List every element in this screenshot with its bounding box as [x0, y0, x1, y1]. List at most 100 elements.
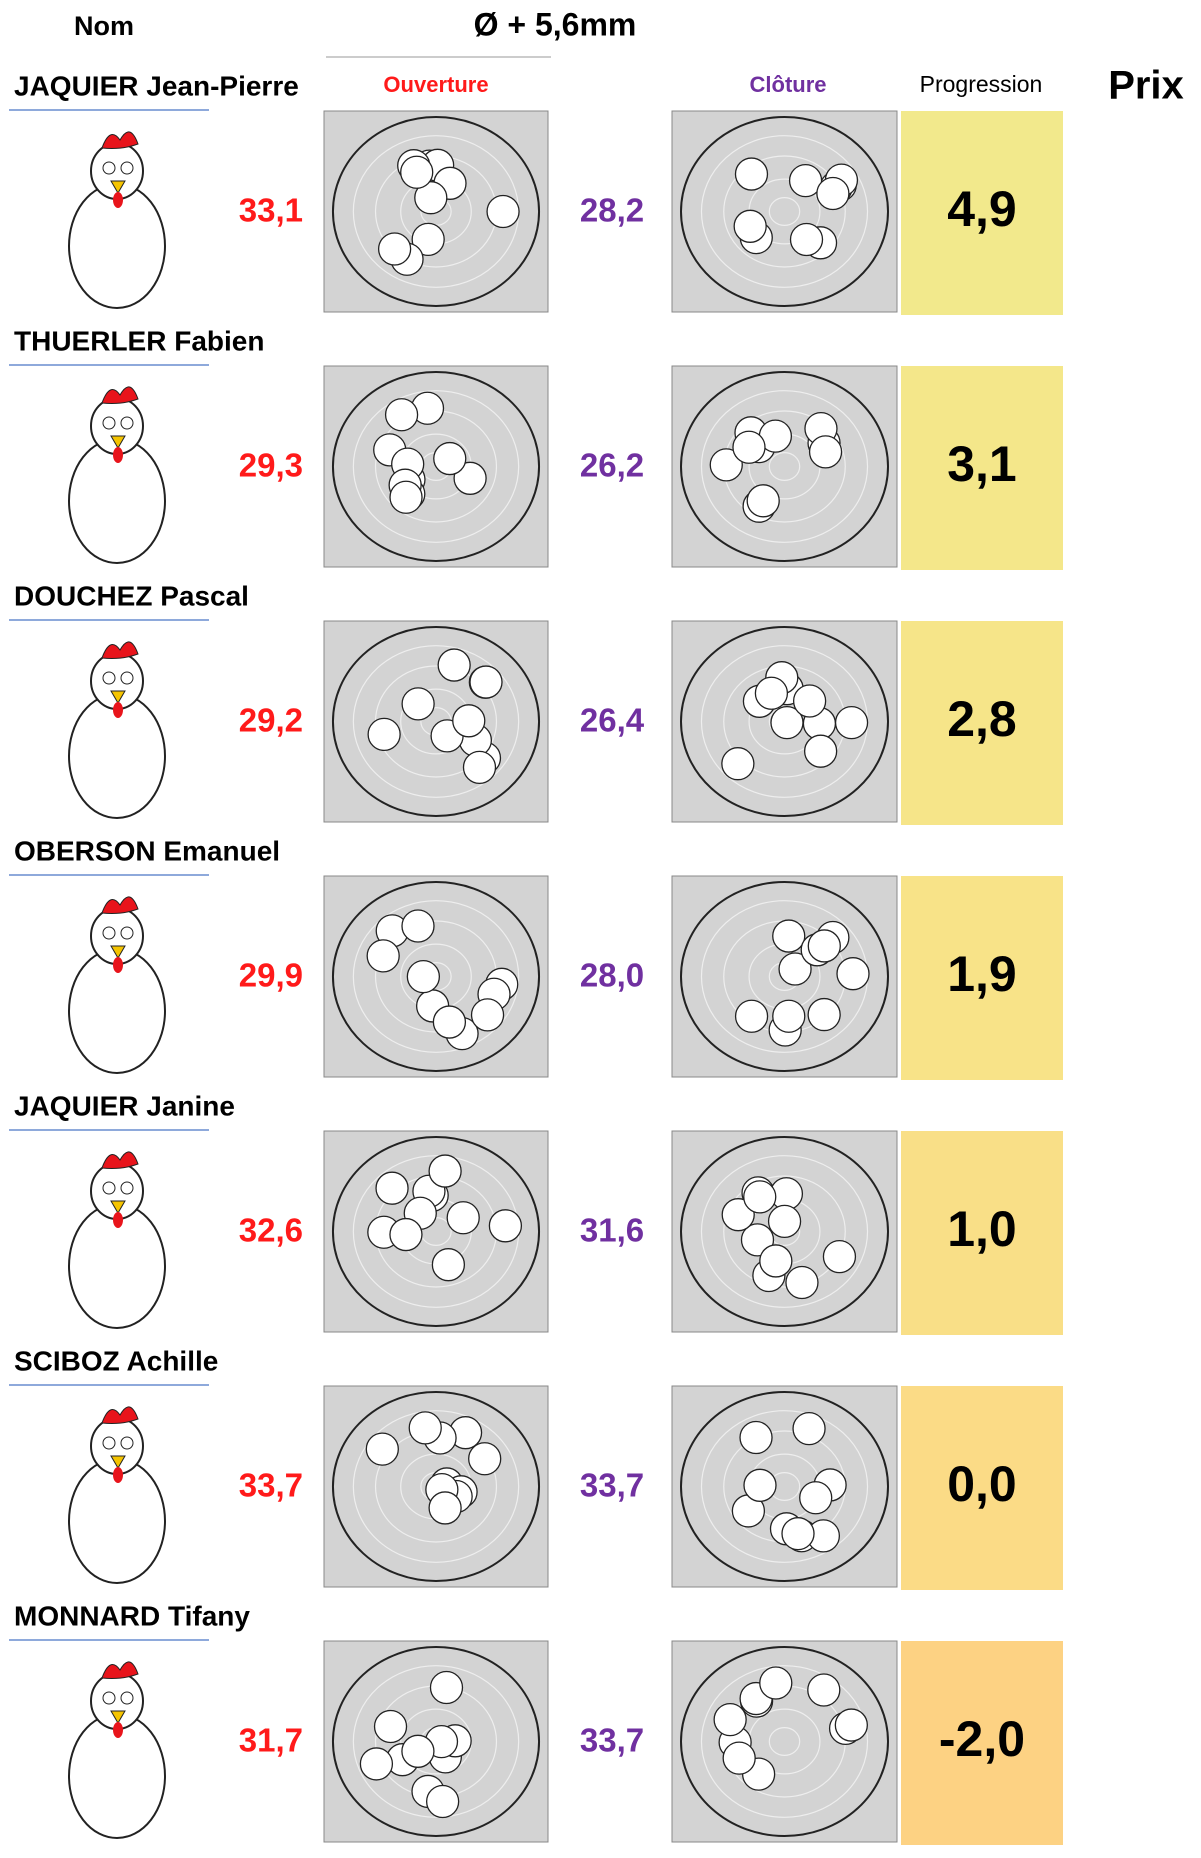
avatar-comb	[101, 1151, 139, 1169]
target-outline	[331, 116, 541, 307]
closing-value: 26,4	[580, 702, 645, 739]
progression-value: 4,9	[947, 181, 1017, 237]
avatar-eye	[102, 926, 116, 940]
shot-hole	[734, 157, 769, 191]
header-prize: Prix	[1108, 64, 1184, 108]
progression-value: -2,0	[939, 1711, 1025, 1767]
progression-box	[901, 1386, 1063, 1590]
progression-value: 3,1	[947, 436, 1017, 492]
shot-hole	[470, 998, 505, 1032]
target-ring	[352, 900, 520, 1053]
progression-box	[901, 621, 1063, 825]
shot-hole	[446, 1201, 480, 1235]
avatar-wattle	[113, 1467, 123, 1483]
shot-hole	[408, 1411, 442, 1445]
shot-hole	[789, 222, 824, 257]
target-outline	[331, 881, 541, 1072]
shot-hole	[743, 1180, 777, 1214]
closing-value: 31,6	[580, 1212, 644, 1249]
shot-hole	[803, 734, 838, 768]
shot-hole	[767, 1204, 802, 1239]
shot-hole	[799, 1481, 833, 1515]
avatar-eye	[120, 1436, 134, 1450]
participant-name: DOUCHEZ Pascal	[14, 580, 249, 611]
avatar-beak	[110, 1710, 126, 1724]
shot-hole	[816, 176, 850, 211]
target-ring	[768, 197, 801, 226]
closing-value: 26,2	[580, 447, 644, 484]
shot-hole	[746, 484, 780, 518]
avatar-comb	[101, 386, 139, 404]
avatar-wattle	[113, 957, 123, 973]
participant-name: JAQUIER Janine	[14, 1090, 235, 1121]
shot-hole	[807, 997, 841, 1032]
shot-hole	[401, 909, 435, 943]
shot-hole	[486, 194, 520, 229]
target-outline	[680, 371, 889, 562]
shot-hole	[733, 209, 767, 243]
avatar-beak	[110, 1200, 126, 1214]
target	[323, 365, 549, 568]
opening-value: 29,2	[239, 702, 303, 739]
opening-value: 33,7	[239, 1467, 303, 1504]
target	[323, 110, 549, 313]
shot-hole	[401, 1734, 435, 1768]
target	[671, 875, 898, 1078]
shot-hole	[367, 717, 401, 752]
opening-value: 32,6	[239, 1212, 303, 1249]
target-ring	[768, 452, 801, 481]
target	[323, 875, 549, 1078]
shot-hole	[770, 705, 804, 740]
shot-hole	[366, 939, 400, 973]
target-outline	[680, 1136, 889, 1327]
target-card	[671, 365, 898, 568]
target-ring	[352, 1410, 520, 1563]
shot-hole	[429, 1670, 464, 1705]
header-progression: Progression	[920, 71, 1043, 97]
target-outline	[680, 626, 889, 817]
shot-hole	[754, 676, 789, 710]
header-diameter: Ø + 5,6mm	[474, 6, 637, 42]
shot-hole	[406, 959, 441, 994]
shot-hole	[836, 957, 870, 991]
shot-hole	[709, 448, 743, 482]
opening-value: 29,9	[239, 957, 303, 994]
target-outline	[331, 1136, 541, 1327]
target-ring	[700, 390, 869, 543]
avatar-eye	[120, 1181, 134, 1195]
progression-value: 1,0	[947, 1201, 1017, 1257]
closing-value: 28,2	[580, 192, 644, 229]
shot-hole	[732, 430, 766, 464]
avatar-eye	[102, 416, 116, 430]
shot-hole	[807, 1673, 841, 1707]
avatar-wattle	[113, 447, 123, 463]
shot-hole	[743, 1468, 777, 1502]
avatar-eye	[120, 671, 134, 685]
shot-hole	[377, 232, 412, 266]
closing-value: 33,7	[580, 1467, 644, 1504]
avatar-eye	[102, 1691, 116, 1705]
shot-hole	[414, 181, 448, 215]
avatar-wattle	[113, 1722, 123, 1738]
participant-name: OBERSON Emanuel	[14, 835, 280, 866]
header-opening: Ouverture	[383, 72, 488, 97]
shot-hole	[792, 684, 827, 718]
target-ring	[352, 645, 520, 798]
shot-hole	[469, 665, 503, 699]
target-card	[671, 1385, 898, 1588]
avatar-eye	[120, 1691, 134, 1705]
avatar-eye	[102, 161, 116, 175]
avatar	[68, 386, 166, 564]
shot-hole	[807, 929, 841, 963]
avatar-comb	[101, 131, 139, 149]
target-outline	[331, 1646, 541, 1837]
target	[671, 1640, 898, 1843]
progression-value: 0,0	[947, 1456, 1017, 1512]
participant-name: MONNARD Tifany	[14, 1600, 250, 1631]
closing-value: 28,0	[580, 957, 644, 994]
shot-hole	[788, 163, 823, 198]
avatar-eye	[102, 671, 116, 685]
target-outline	[331, 626, 541, 817]
shot-hole	[739, 1420, 773, 1455]
